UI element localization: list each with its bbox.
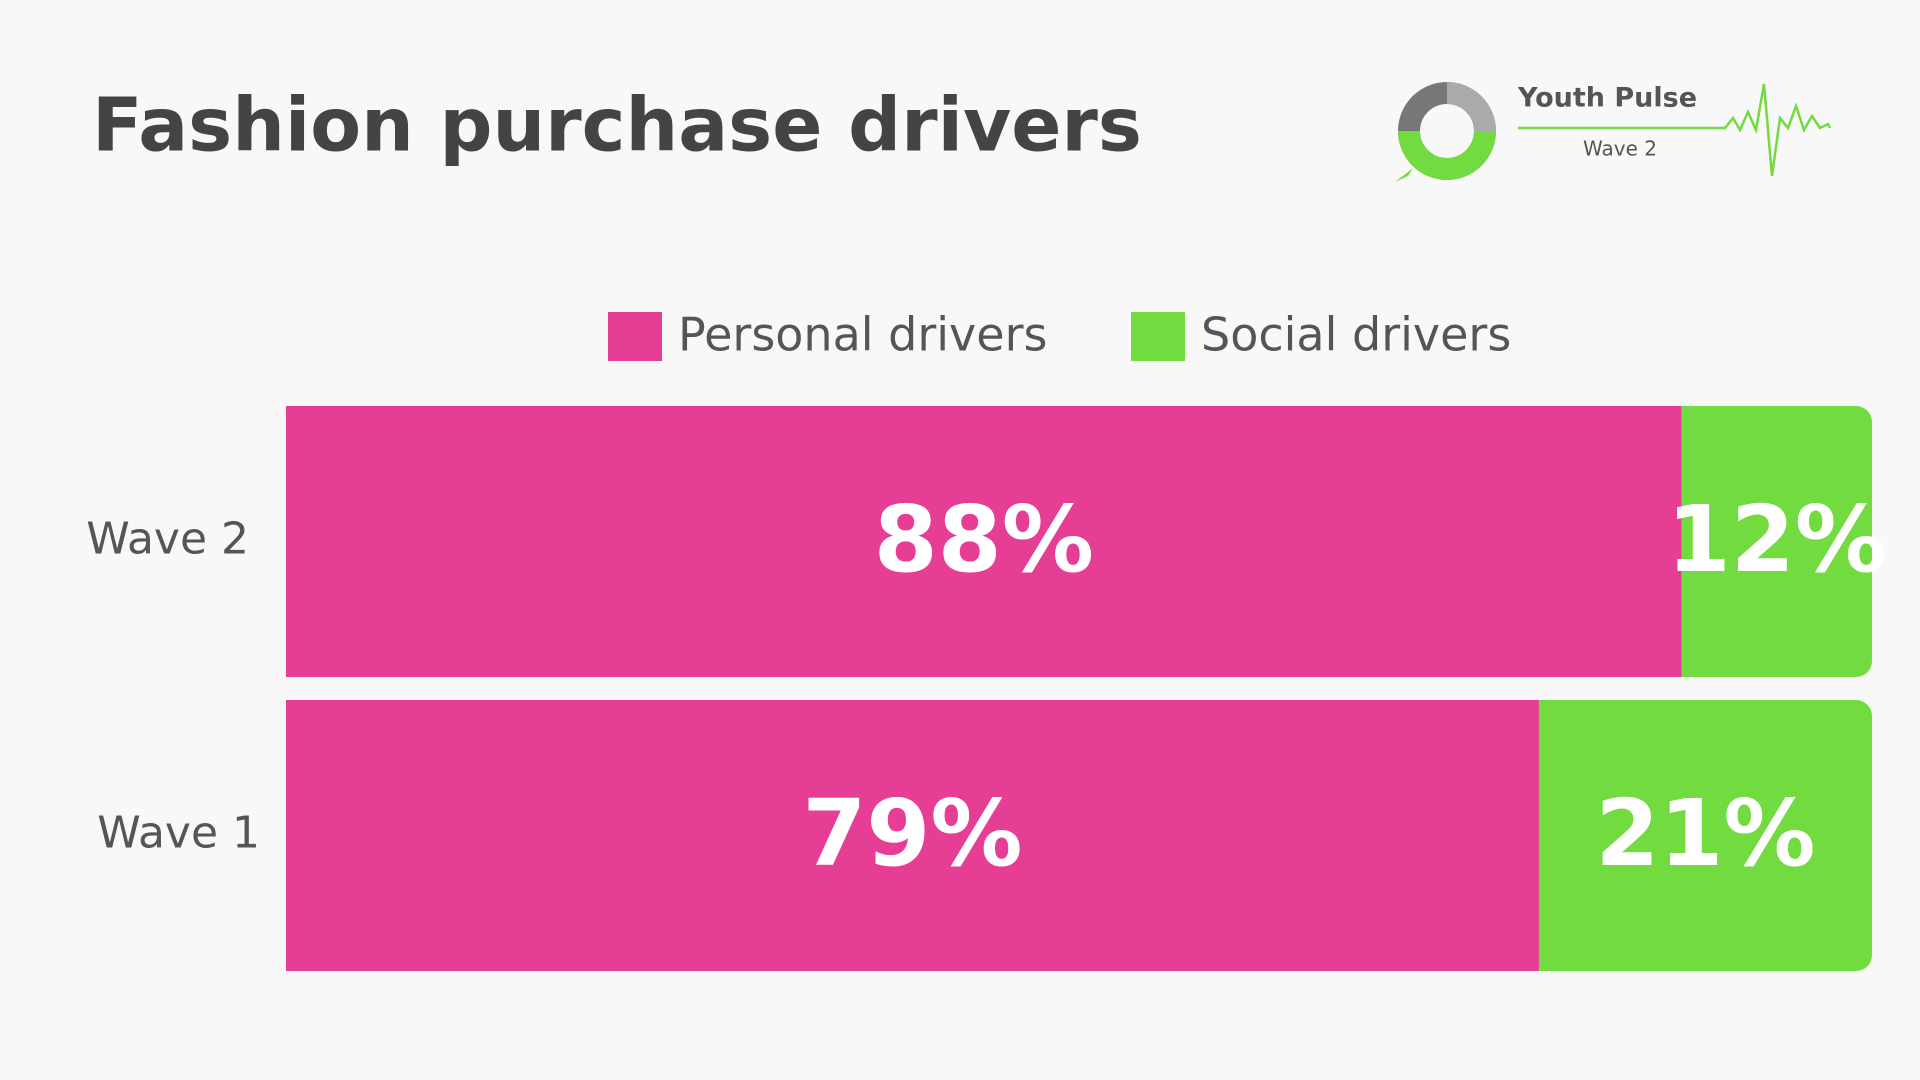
legend-swatch bbox=[608, 312, 662, 361]
bar-row bbox=[286, 700, 1872, 971]
value-label: 88% bbox=[874, 486, 1094, 593]
y-tick-label: Wave 2 bbox=[86, 514, 249, 565]
legend-swatch bbox=[1131, 312, 1185, 361]
bar-segment bbox=[1538, 700, 1872, 971]
bar-segment bbox=[286, 406, 1682, 677]
legend-label: Social drivers bbox=[1201, 308, 1511, 362]
bar-segment bbox=[286, 700, 1539, 971]
y-tick-label: Wave 1 bbox=[97, 808, 260, 859]
logo-heartbeat bbox=[1518, 83, 1832, 177]
legend-label: Personal drivers bbox=[678, 308, 1047, 362]
logo-ring-grey bbox=[1446, 82, 1496, 132]
logo: Youth Pulse Wave 2 bbox=[1395, 82, 1832, 182]
logo-subtitle: Wave 2 bbox=[1583, 137, 1657, 161]
value-label: 79% bbox=[802, 780, 1022, 887]
bar-row bbox=[286, 406, 1872, 677]
chart-title: Fashion purchase drivers bbox=[92, 83, 1142, 169]
bar-segment bbox=[1681, 406, 1872, 677]
logo-tail bbox=[1395, 168, 1413, 182]
value-label: 12% bbox=[1667, 486, 1887, 593]
logo-ring-green bbox=[1398, 130, 1496, 180]
logo-title: Youth Pulse bbox=[1517, 83, 1697, 114]
value-label: 21% bbox=[1595, 780, 1815, 887]
